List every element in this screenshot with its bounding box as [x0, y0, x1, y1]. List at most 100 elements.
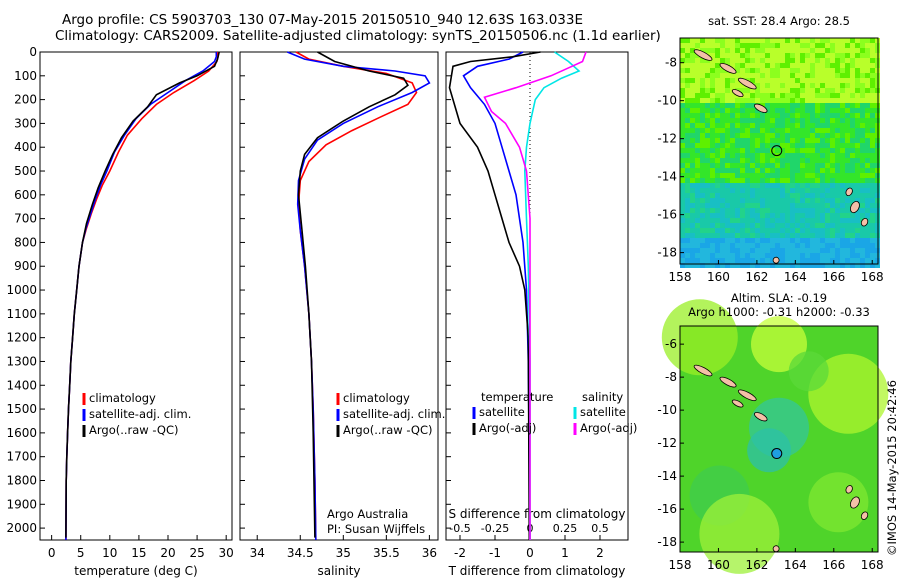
sst-cell [740, 38, 745, 43]
sst-cell [715, 108, 720, 113]
sst-cell [750, 138, 755, 143]
sst-cell [865, 253, 870, 258]
sst-cell [705, 228, 710, 233]
sst-cell [720, 118, 725, 123]
sst-cell [825, 73, 830, 78]
figure-title-line1: Argo profile: CS 5903703_130 07-May-2015… [62, 12, 583, 28]
sst-cell [790, 263, 795, 268]
sst-cell [810, 253, 815, 258]
sst-cell [800, 258, 805, 263]
island-shape [753, 103, 768, 113]
sst-cell [720, 93, 725, 98]
sst-cell [840, 83, 845, 88]
sst-cell [805, 128, 810, 133]
sst-cell [745, 183, 750, 188]
sst-cell [825, 243, 830, 248]
legend-label: climatology [343, 391, 410, 405]
sst-cell [770, 248, 775, 253]
sst-cell [740, 233, 745, 238]
map-y-tick-label: -16 [657, 208, 677, 222]
sst-cell [770, 188, 775, 193]
sst-cell [860, 153, 865, 158]
sst-cell [785, 103, 790, 108]
sst-cell [755, 183, 760, 188]
sst-cell [815, 233, 820, 238]
sst-cell [830, 48, 835, 53]
sst-cell [750, 108, 755, 113]
sst-cell [865, 188, 870, 193]
sst-cell [835, 218, 840, 223]
sst-cell [715, 213, 720, 218]
sst-cell [800, 38, 805, 43]
sst-cell [785, 263, 790, 268]
sst-cell [750, 68, 755, 73]
sst-cell [775, 248, 780, 253]
sst-cell [840, 258, 845, 263]
sst-cell [740, 163, 745, 168]
sst-cell [860, 128, 865, 133]
sst-cell [785, 148, 790, 153]
sst-cell [685, 103, 690, 108]
sst-cell [770, 193, 775, 198]
sst-cell [790, 58, 795, 63]
sst-cell [840, 53, 845, 58]
sst-cell [810, 83, 815, 88]
sst-cell [810, 168, 815, 173]
sst-cell [850, 93, 855, 98]
sst-cell [770, 148, 775, 153]
sst-cell [755, 178, 760, 183]
sst-cell [720, 143, 725, 148]
sst-cell [695, 153, 700, 158]
sst-cell [850, 113, 855, 118]
sst-cell [870, 198, 875, 203]
sst-cell [730, 108, 735, 113]
sst-cell [785, 168, 790, 173]
sst-cell [765, 213, 770, 218]
sst-cell [820, 38, 825, 43]
sst-cell [790, 238, 795, 243]
sst-cell [685, 73, 690, 78]
sst-cell [715, 83, 720, 88]
sst-cell [760, 148, 765, 153]
sst-cell [695, 38, 700, 43]
sst-cell [810, 143, 815, 148]
sst-cell [680, 253, 685, 258]
sst-cell [830, 58, 835, 63]
sst-cell [790, 198, 795, 203]
sst-cell [750, 198, 755, 203]
sst-cell [760, 143, 765, 148]
sst-cell [810, 128, 815, 133]
sst-cell [840, 103, 845, 108]
map-x-tick-label: 160 [707, 270, 730, 284]
sst-cell [770, 143, 775, 148]
sst-cell [705, 238, 710, 243]
sst-cell [870, 243, 875, 248]
sst-cell [690, 148, 695, 153]
sst-cell [780, 168, 785, 173]
sst-cell [795, 123, 800, 128]
sst-cell [760, 113, 765, 118]
sst-cell [720, 183, 725, 188]
sst-cell [835, 143, 840, 148]
sst-cell [730, 93, 735, 98]
sst-cell [705, 178, 710, 183]
sst-cell [745, 213, 750, 218]
x-tick-label: 34.5 [287, 546, 314, 560]
series-climatology-line [65, 51, 219, 541]
sst-cell [680, 248, 685, 253]
sst-cell [710, 138, 715, 143]
sst-cell [860, 228, 865, 233]
sst-cell [755, 118, 760, 123]
sst-cell [845, 48, 850, 53]
sst-cell [750, 188, 755, 193]
sst-cell [835, 108, 840, 113]
sst-cell [710, 253, 715, 258]
sst-cell [775, 218, 780, 223]
sst-cell [735, 123, 740, 128]
sst-cell [695, 118, 700, 123]
sst-cell [850, 168, 855, 173]
sst-cell [840, 118, 845, 123]
sst-cell [755, 258, 760, 263]
sst-cell [705, 263, 710, 268]
sst-cell [810, 118, 815, 123]
